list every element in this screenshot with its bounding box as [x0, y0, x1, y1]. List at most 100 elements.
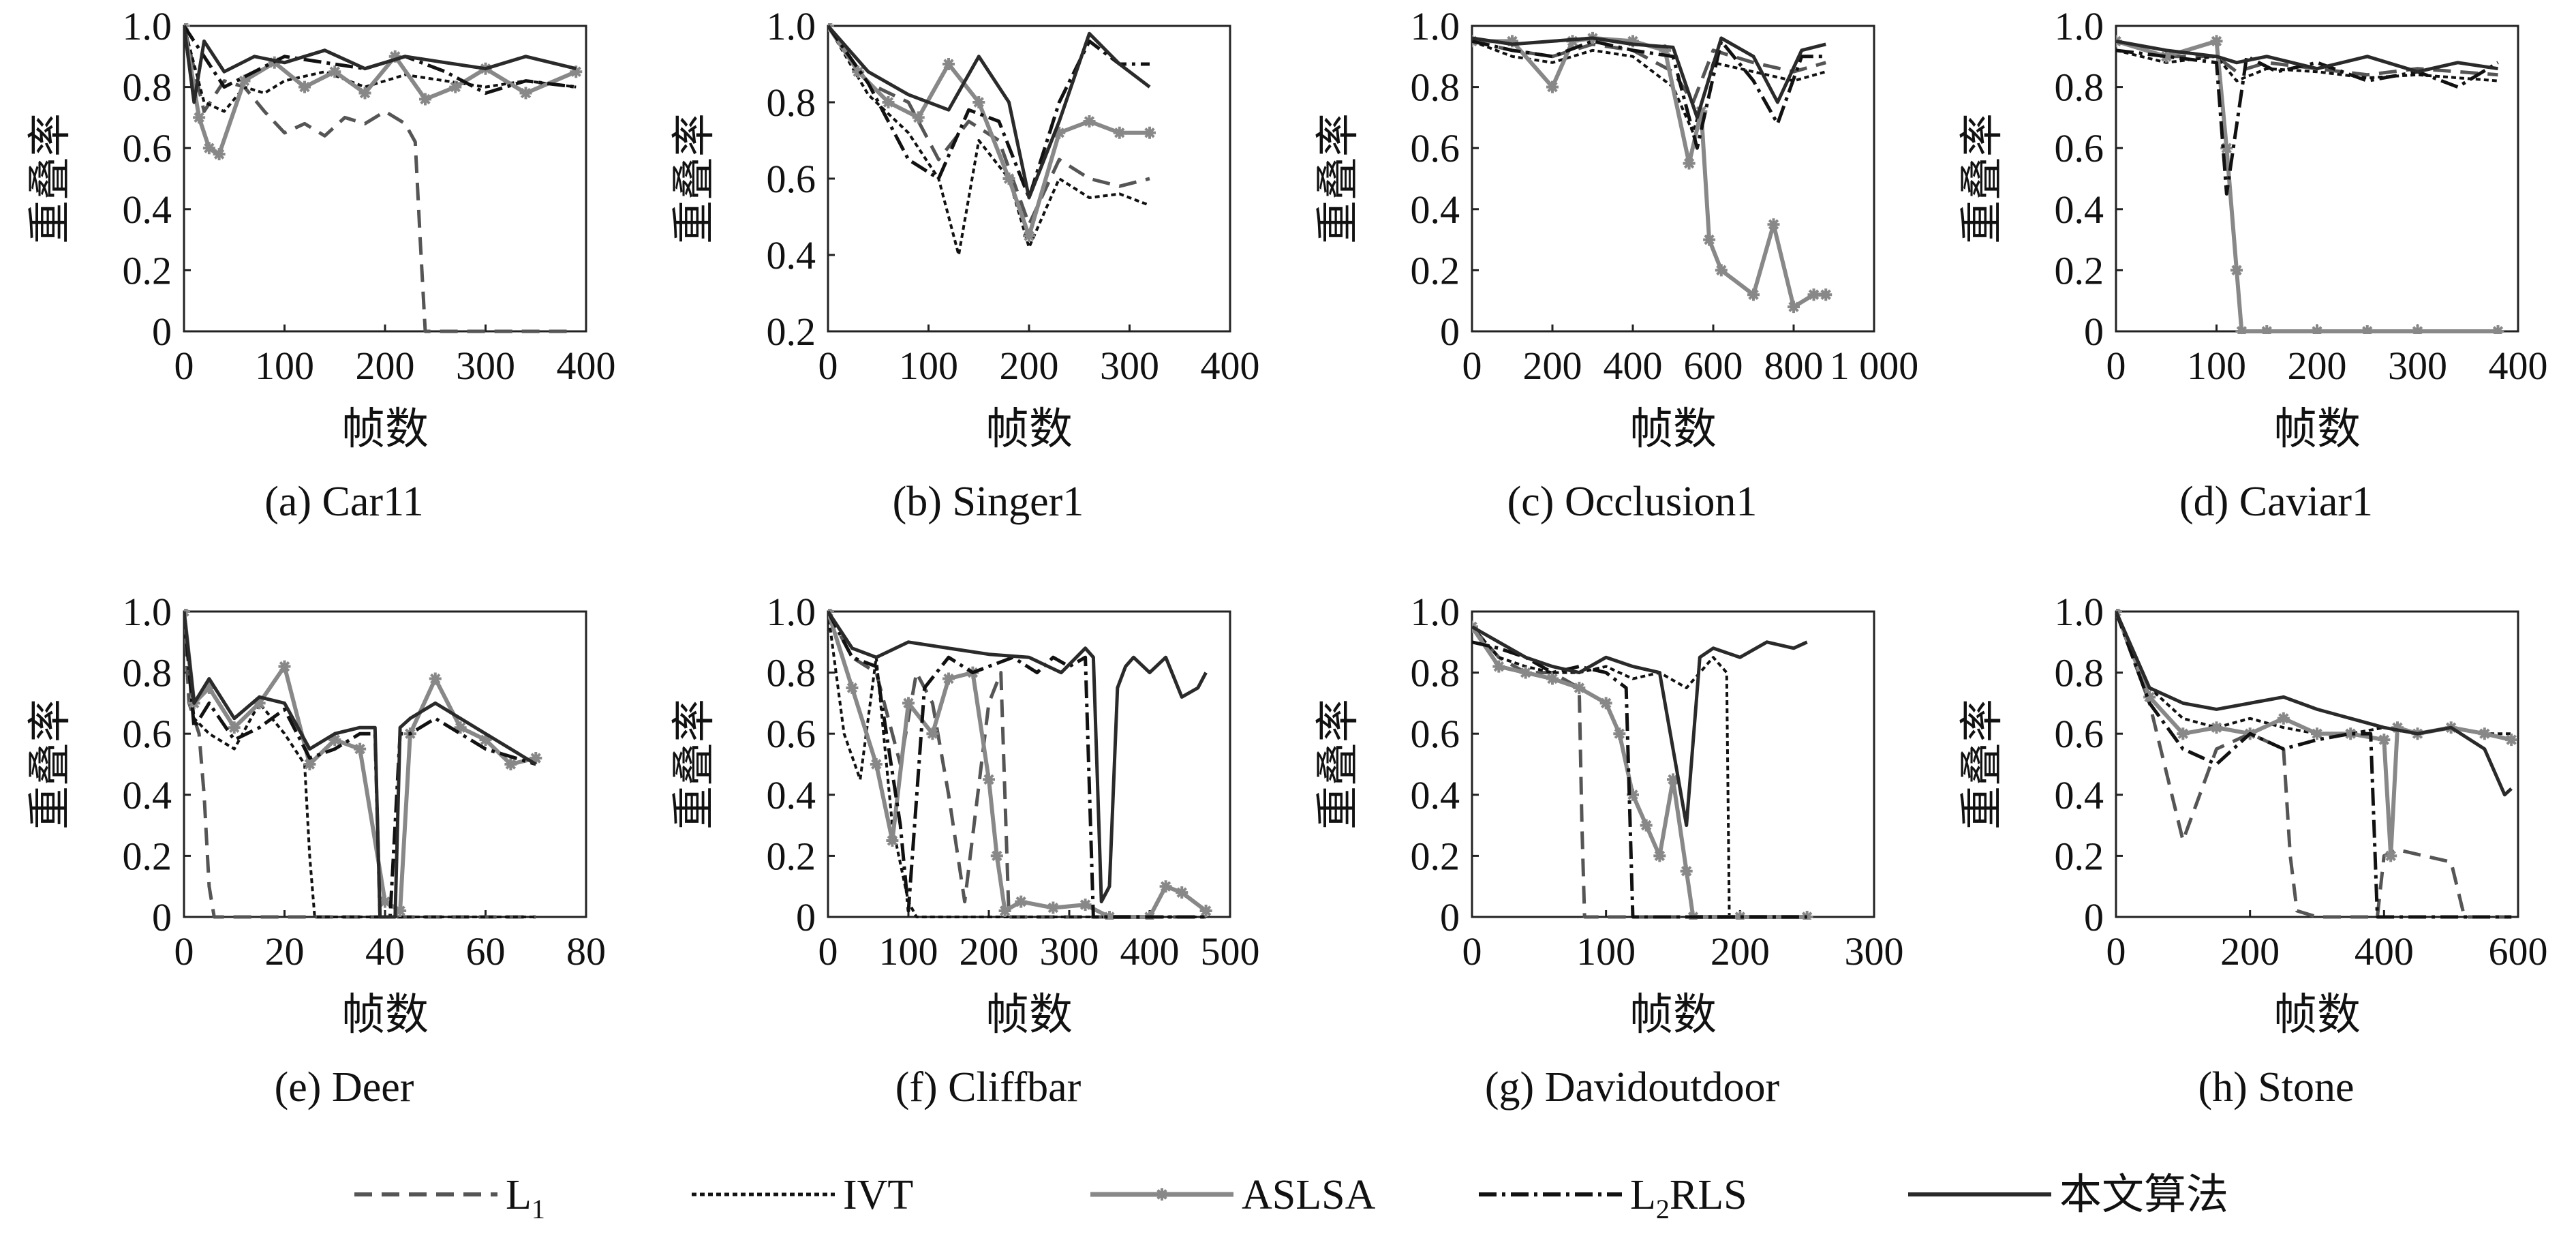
y-tick-label: 0.2: [2055, 248, 2104, 292]
series-point-aslsa: [358, 87, 371, 100]
x-tick-label: 200: [2220, 929, 2280, 974]
chart-caption: (g) Davidoutdoor: [1485, 1064, 1780, 1111]
y-tick-label: 0: [796, 895, 816, 939]
series-point-aslsa: [1659, 44, 1672, 57]
y-axis-label: 重叠率: [1957, 699, 2008, 830]
y-tick-label: 1.0: [1411, 590, 1460, 634]
series-group: [1472, 31, 1833, 314]
y-tick-label: 0.2: [767, 310, 816, 354]
x-tick-label: 100: [899, 344, 958, 388]
y-tick-label: 0.4: [767, 233, 816, 277]
x-tick-label: 300: [456, 344, 515, 388]
y-tick-label: 1.0: [123, 590, 172, 634]
series-group: [184, 23, 583, 333]
x-tick-label: 300: [1040, 929, 1099, 974]
series-point-aslsa: [328, 65, 341, 78]
series-group: [2116, 35, 2504, 334]
series-point-aslsa: [1083, 115, 1096, 127]
y-axis-label: 重叠率: [1313, 113, 1364, 244]
series-group: [828, 23, 1156, 256]
x-tick-label: 200: [1711, 929, 1770, 974]
series-point-aslsa: [454, 721, 467, 734]
legend-item-ours: 本文算法: [1908, 1172, 2228, 1218]
x-tick-label: 400: [2489, 344, 2548, 388]
series-point-aslsa: [972, 96, 985, 108]
x-tick-label: 40: [365, 929, 405, 974]
series-point-aslsa: [1103, 911, 1116, 920]
series-point-aslsa: [253, 697, 266, 710]
series-line-aslsa: [828, 25, 1150, 238]
y-tick-label: 0.4: [1411, 187, 1460, 232]
series-point-aslsa: [1695, 105, 1708, 118]
x-tick-label: 0: [174, 929, 194, 974]
x-tick-label: 100: [2187, 344, 2246, 388]
series-point-aslsa: [2411, 325, 2424, 334]
series-point-aslsa: [1767, 218, 1780, 231]
series-group: [828, 609, 1212, 920]
x-tick-label: 1 000: [1830, 344, 1919, 388]
series-point-aslsa: [998, 905, 1011, 918]
series-line-ivt: [2116, 48, 2498, 82]
y-axis-label: 重叠率: [669, 699, 720, 830]
series-point-aslsa: [228, 721, 241, 734]
series-point-aslsa: [983, 773, 995, 786]
series-point-aslsa: [2143, 691, 2156, 704]
y-tick-label: 1.0: [2055, 590, 2104, 634]
series-point-aslsa: [238, 74, 251, 87]
series-point-aslsa: [1546, 80, 1559, 93]
legend-item-l1: L1: [354, 1172, 545, 1224]
series-line-ours: [2116, 39, 2498, 74]
chart-panel-f: 0 100 200 300 400 500 0 0.2 0.4 0.6 0.8 1.0 帧数 重叠率 (f)…: [669, 590, 1260, 1111]
y-tick-label: 0.6: [1411, 712, 1460, 756]
y-tick-label: 1.0: [767, 4, 816, 48]
x-axis-label: 帧数: [2273, 404, 2361, 455]
y-tick-label: 1.0: [767, 590, 816, 634]
series-line-ivt: [828, 25, 1150, 256]
series-line-ivt: [184, 611, 536, 918]
series-line-l1: [828, 25, 1150, 226]
series-line-l2rls: [184, 25, 577, 95]
chart-caption: (a) Car11: [264, 479, 424, 525]
series-line-l2rls: [1472, 640, 1807, 919]
series-point-aslsa: [519, 87, 532, 100]
series-point-aslsa: [1613, 727, 1626, 740]
y-axis-label: 重叠率: [25, 699, 76, 830]
series-point-aslsa: [388, 50, 401, 63]
series-point-aslsa: [328, 734, 341, 747]
plot-frame: [1471, 610, 1875, 918]
x-tick-label: 300: [1845, 929, 1904, 974]
series-point-aslsa: [2505, 734, 2518, 747]
chart-panel-d: 0 100 200 300 400 0 0.2 0.4 0.6 0.8 1.0 帧数 重叠率 (d) Ca…: [1957, 4, 2548, 525]
y-tick-label: 0.6: [2055, 712, 2104, 756]
x-axis-label: 帧数: [341, 990, 429, 1040]
series-point-aslsa: [1047, 901, 1060, 914]
series-point-aslsa: [2361, 325, 2374, 334]
series-point-aslsa: [419, 93, 431, 106]
series-point-aslsa: [504, 758, 517, 770]
x-tick-label: 200: [2288, 344, 2347, 388]
plot-frame: [2115, 610, 2519, 918]
series-point-aslsa: [479, 734, 492, 747]
series-point-aslsa: [2491, 325, 2504, 334]
chart-caption: (d) Caviar1: [2179, 479, 2373, 525]
series-point-aslsa: [912, 111, 925, 124]
chart-panel-h: 0 200 400 600 0 0.2 0.4 0.6 0.8 1.0 帧数 重叠率 (h) Stone: [1957, 590, 2548, 1111]
y-tick-label: 0.2: [123, 834, 172, 878]
series-point-aslsa: [202, 682, 215, 694]
y-axis-label: 重叠率: [669, 113, 720, 244]
x-axis-label: 帧数: [341, 404, 429, 455]
series-point-aslsa: [2378, 734, 2391, 747]
series-line-ours: [184, 611, 537, 919]
chart-caption: (f) Cliffbar: [895, 1064, 1082, 1111]
series-point-aslsa: [1492, 660, 1505, 673]
series-point-aslsa: [1703, 233, 1716, 246]
x-tick-label: 100: [255, 344, 314, 388]
series-point-aslsa: [2260, 325, 2273, 334]
series-point-aslsa: [1023, 230, 1035, 242]
series-point-aslsa: [202, 142, 215, 155]
x-tick-label: 200: [1000, 344, 1059, 388]
chart-caption: (c) Occlusion1: [1507, 479, 1758, 525]
series-line-ivt: [1472, 626, 1807, 918]
series-point-aslsa: [902, 697, 915, 710]
